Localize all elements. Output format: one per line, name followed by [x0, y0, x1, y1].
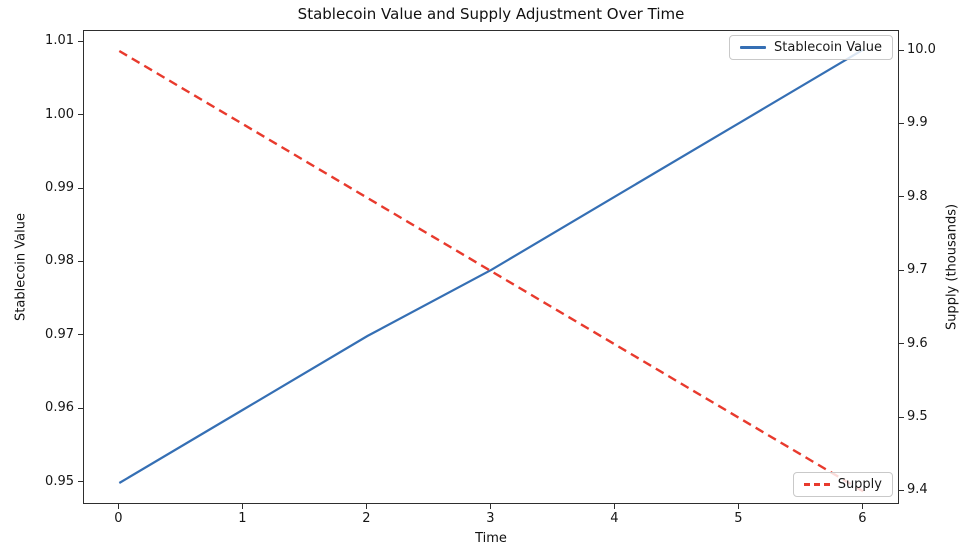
y-left-tick-label: 1.01	[45, 33, 74, 49]
y-axis-label-left: Stablecoin Value	[13, 213, 29, 321]
y-left-tick-label: 0.99	[45, 180, 74, 195]
plot-area: Stablecoin Value Supply	[83, 30, 899, 504]
x-tick-mark	[737, 504, 739, 509]
x-axis-label: Time	[475, 531, 507, 546]
plot-lines-canvas	[118, 48, 865, 493]
x-tick-mark	[861, 504, 863, 509]
stablecoin-value-line-swatch	[740, 46, 767, 49]
y-right-tick-label: 9.9	[907, 115, 928, 131]
y-right-tick-mark	[899, 343, 904, 345]
y-left-tick-mark	[78, 334, 83, 336]
x-tick-label: 2	[362, 511, 371, 526]
y-right-tick-label: 9.5	[907, 409, 928, 425]
x-tick-label: 1	[238, 511, 247, 526]
x-tick-label: 3	[486, 511, 495, 526]
x-tick-label: 4	[610, 511, 619, 526]
x-tick-mark	[489, 504, 491, 509]
legend-stablecoin-value: Stablecoin Value	[729, 35, 893, 60]
x-tick-label: 0	[114, 511, 123, 526]
y-left-tick-label: 1.00	[45, 106, 74, 122]
y-right-tick-label: 9.7	[907, 262, 928, 278]
legend-supply: Supply	[792, 472, 893, 497]
y-left-tick-mark	[78, 481, 83, 483]
y-left-tick-label: 0.98	[45, 253, 74, 269]
x-tick-mark	[613, 504, 615, 509]
y-right-tick-label: 9.8	[907, 188, 928, 204]
y-left-tick-mark	[78, 407, 83, 409]
y-right-tick-label: 10.0	[907, 42, 936, 58]
x-tick-label: 6	[858, 511, 867, 526]
legend-supply-label: Supply	[837, 477, 882, 492]
x-tick-mark	[365, 504, 367, 509]
y-right-tick-mark	[899, 196, 904, 198]
y-left-tick-label: 0.96	[45, 400, 74, 416]
y-right-tick-label: 9.4	[907, 482, 928, 498]
x-tick-mark	[117, 504, 119, 509]
x-tick-label: 5	[734, 511, 743, 526]
x-tick-mark	[241, 504, 243, 509]
y-left-tick-mark	[78, 187, 83, 189]
supply-line-swatch	[803, 483, 830, 486]
y-left-tick-label: 0.95	[45, 473, 74, 489]
legend-stablecoin-value-label: Stablecoin Value	[774, 40, 882, 55]
y-right-tick-mark	[899, 269, 904, 271]
y-left-tick-mark	[78, 40, 83, 42]
y-right-tick-mark	[899, 122, 904, 124]
y-left-tick-label: 0.97	[45, 326, 74, 342]
y-right-tick-label: 9.6	[907, 335, 928, 351]
y-right-tick-mark	[899, 49, 904, 51]
chart-title: Stablecoin Value and Supply Adjustment O…	[297, 5, 685, 23]
y-right-tick-mark	[899, 416, 904, 418]
y-left-tick-mark	[78, 114, 83, 115]
supply-line	[118, 49, 865, 493]
y-right-tick-mark	[899, 489, 904, 491]
y-left-tick-mark	[78, 260, 83, 262]
stablecoin-value-line	[118, 48, 864, 484]
